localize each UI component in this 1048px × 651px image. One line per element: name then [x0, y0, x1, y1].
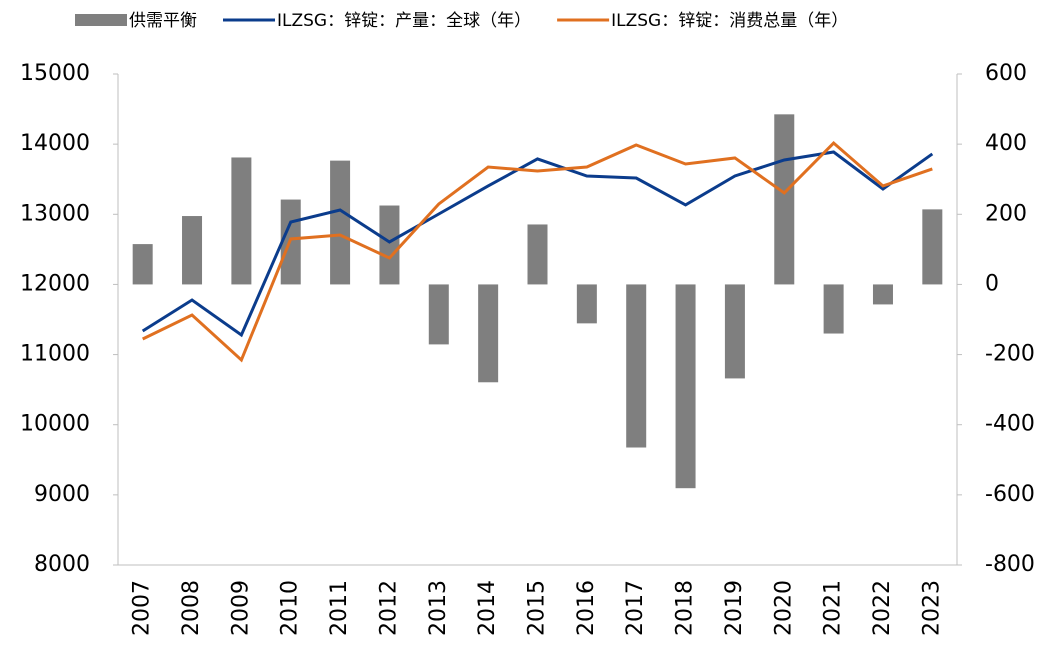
bar: [724, 284, 745, 379]
y-tick-label: 15000: [20, 61, 90, 86]
x-tick-label: 2022: [870, 580, 895, 636]
bar: [330, 160, 351, 285]
bar: [823, 284, 844, 334]
y2-tick-label: -600: [985, 482, 1035, 507]
x-tick-label: 2017: [623, 580, 648, 636]
bar: [872, 284, 893, 305]
x-tick-label: 2008: [179, 580, 204, 636]
y2-tick-label: 400: [985, 131, 1027, 156]
x-tick-label: 2007: [130, 580, 155, 636]
x-tick-label: 2018: [673, 580, 698, 636]
bar: [132, 244, 153, 285]
bar: [379, 205, 400, 285]
x-tick-label: 2023: [919, 580, 944, 636]
bar: [527, 224, 548, 285]
x-tick-label: 2013: [426, 580, 451, 636]
y2-tick-label: 200: [985, 201, 1027, 226]
y2-tick-label: 600: [985, 61, 1027, 86]
legend-label: 供需平衡: [129, 11, 197, 31]
y-tick-label: 14000: [20, 131, 90, 156]
bar: [231, 157, 252, 285]
x-tick-label: 2010: [278, 580, 303, 636]
y-tick-label: 10000: [20, 412, 90, 437]
y2-tick-label: -200: [985, 342, 1035, 367]
bar: [428, 284, 449, 345]
legend-label: ILZSG：锌锭：消费总量（年）: [611, 11, 848, 31]
bar: [576, 284, 597, 324]
line: [141, 150, 934, 338]
y-tick-label: 8000: [34, 552, 90, 577]
y-tick-label: 11000: [20, 342, 90, 367]
bar: [922, 209, 943, 285]
bar: [626, 284, 647, 448]
y2-tick-label: -400: [985, 412, 1035, 437]
y2-tick-label: 0: [985, 271, 999, 296]
x-tick-label: 2015: [525, 580, 550, 636]
line: [142, 140, 933, 363]
y-tick-label: 13000: [20, 201, 90, 226]
bar: [675, 284, 696, 489]
x-tick-label: 2012: [376, 580, 401, 636]
x-tick-label: 2021: [821, 580, 846, 636]
x-tick-label: 2016: [574, 580, 599, 636]
bar: [182, 216, 203, 285]
x-tick-label: 2019: [722, 580, 747, 636]
bar: [774, 114, 795, 285]
x-tick-label: 2009: [228, 580, 253, 636]
y-tick-label: 12000: [20, 271, 90, 296]
legend-label: ILZSG：锌锭：产量：全球（年）: [277, 11, 531, 31]
x-tick-label: 2011: [327, 580, 352, 636]
y2-tick-label: -800: [985, 552, 1035, 577]
x-tick-label: 2020: [771, 580, 796, 636]
bar: [478, 284, 499, 383]
x-tick-label: 2014: [475, 580, 500, 636]
y-tick-label: 9000: [34, 482, 90, 507]
legend-swatch: [75, 14, 127, 26]
